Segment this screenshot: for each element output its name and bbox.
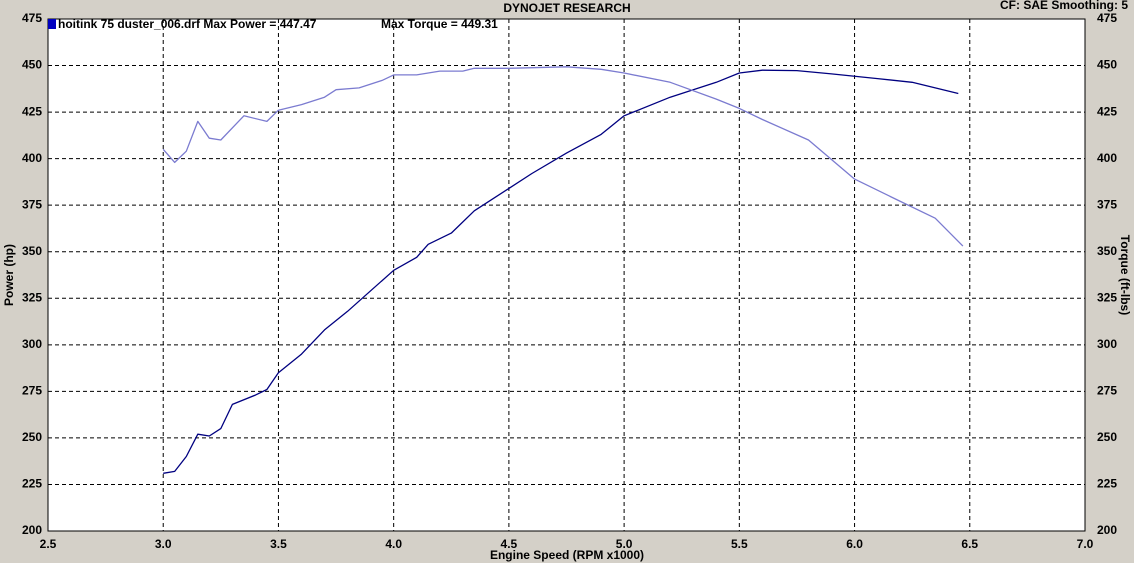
series-line	[162, 66, 964, 247]
y2-tick-label: 425	[1097, 104, 1117, 118]
annotation: Max Torque = 449.31	[381, 17, 498, 31]
x-axis-label: Engine Speed (RPM x1000)	[490, 548, 644, 562]
y2-tick-label: 375	[1097, 197, 1117, 211]
y2-tick-label: 475	[1097, 11, 1117, 25]
legend-text: hoitink 75 duster_006.drf Max Power = 44…	[58, 17, 317, 31]
x-tick-label: 7.0	[1077, 537, 1094, 551]
plot-area	[47, 18, 1086, 532]
y2-tick-label: 300	[1097, 337, 1117, 351]
x-tick-label: 5.0	[616, 537, 633, 551]
y2-axis-label: Torque (ft-lbs)	[1118, 235, 1132, 315]
y2-tick-label: 325	[1097, 290, 1117, 304]
series-line	[163, 69, 959, 474]
x-tick-label: 3.5	[270, 537, 287, 551]
y2-tick-label: 225	[1097, 477, 1117, 491]
y-tick-label: 275	[22, 384, 42, 398]
y-tick-label: 425	[22, 104, 42, 118]
y2-tick-label: 450	[1097, 58, 1117, 72]
y-tick-label: 200	[22, 523, 42, 537]
y2-tick-label: 275	[1097, 384, 1117, 398]
x-tick-label: 5.5	[731, 537, 748, 551]
y-tick-label: 350	[22, 244, 42, 258]
y-tick-label: 400	[22, 151, 42, 165]
y-tick-label: 375	[22, 197, 42, 211]
y2-tick-label: 350	[1097, 244, 1117, 258]
y-tick-label: 475	[22, 11, 42, 25]
x-tick-label: 6.0	[846, 537, 863, 551]
y-tick-label: 450	[22, 58, 42, 72]
y2-tick-label: 250	[1097, 430, 1117, 444]
x-tick-label: 3.0	[155, 537, 172, 551]
y-tick-label: 250	[22, 430, 42, 444]
x-tick-label: 4.0	[385, 537, 402, 551]
y-tick-label: 300	[22, 337, 42, 351]
y2-tick-label: 200	[1097, 523, 1117, 537]
x-tick-label: 6.5	[961, 537, 978, 551]
y-tick-label: 325	[22, 290, 42, 304]
chart-title: DYNOJET RESEARCH	[503, 1, 630, 15]
x-tick-label: 4.5	[501, 537, 518, 551]
y-axis-label: Power (hp)	[2, 244, 16, 306]
legend-swatch	[48, 19, 56, 29]
y2-tick-label: 400	[1097, 151, 1117, 165]
x-tick-label: 2.5	[40, 537, 57, 551]
subtitle: CF: SAE Smoothing: 5	[1000, 0, 1128, 12]
y-tick-label: 225	[22, 477, 42, 491]
